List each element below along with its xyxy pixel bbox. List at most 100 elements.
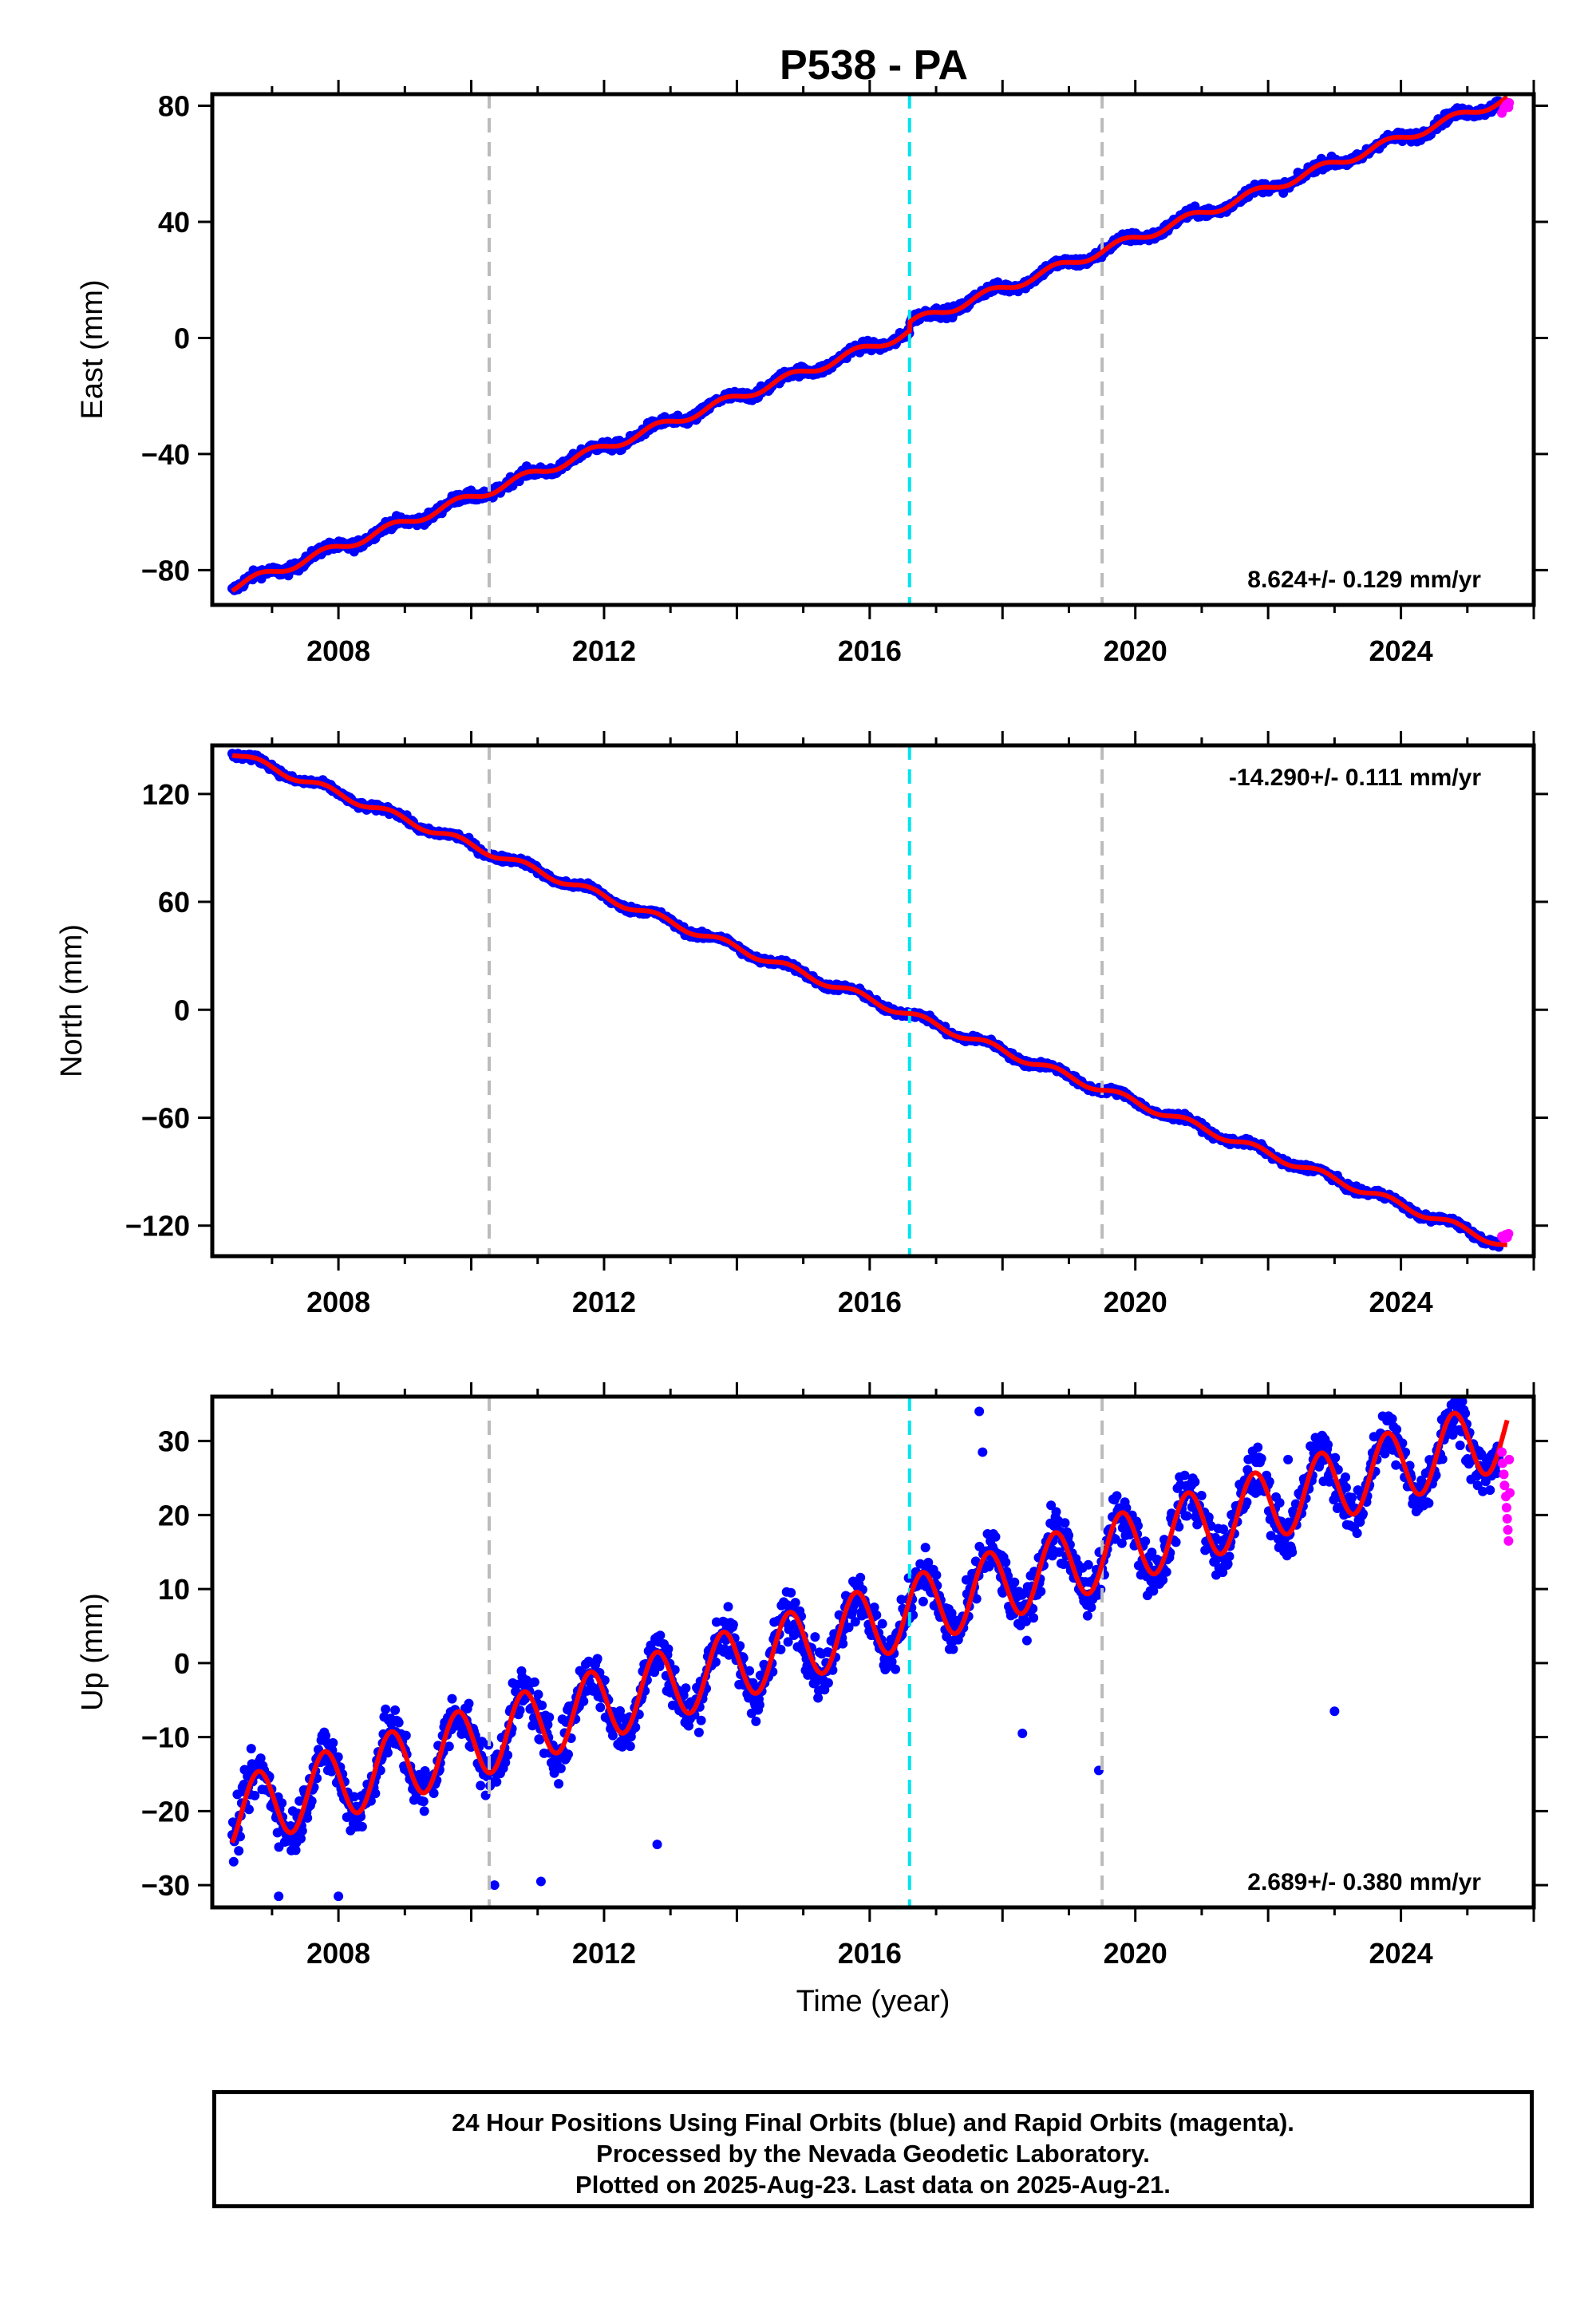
data-point — [250, 1790, 260, 1800]
data-point — [476, 1780, 486, 1791]
data-point — [444, 1741, 454, 1752]
data-point — [678, 1690, 689, 1701]
data-point — [255, 1753, 266, 1764]
data-point — [306, 1796, 317, 1806]
model-fit-line — [231, 753, 1507, 1247]
data-point — [554, 1779, 564, 1789]
data-point — [393, 1717, 404, 1728]
data-point — [681, 1683, 691, 1694]
data-point — [503, 1750, 513, 1761]
data-point — [555, 1763, 566, 1773]
data-point — [1021, 1635, 1032, 1646]
y-tick-label: −120 — [125, 1210, 190, 1243]
data-point — [735, 1641, 745, 1651]
plot-frame — [210, 92, 1536, 607]
data-point — [693, 1727, 704, 1737]
data-point — [381, 1704, 391, 1714]
data-point — [419, 1806, 429, 1816]
final-orbit-points — [227, 749, 1504, 1252]
data-point — [990, 1531, 1001, 1542]
y-tick-label: −60 — [141, 1101, 190, 1134]
data-point — [843, 1622, 854, 1633]
rapid-point — [1503, 1228, 1514, 1239]
page-title: P538 - PA — [779, 42, 969, 89]
x-tick-label: 2012 — [572, 1286, 636, 1318]
rapid-orbit-points — [1497, 97, 1515, 118]
data-point — [1060, 1518, 1070, 1528]
data-point — [333, 1752, 343, 1762]
data-point — [1051, 1507, 1061, 1517]
data-point — [607, 1730, 618, 1741]
y-tick-label: 0 — [174, 994, 190, 1026]
data-point — [537, 1700, 547, 1710]
data-point — [515, 1705, 525, 1716]
data-point — [920, 1543, 930, 1553]
data-point — [1112, 1491, 1122, 1501]
data-point — [563, 1749, 573, 1760]
data-point — [349, 1792, 359, 1802]
data-point — [663, 1644, 674, 1654]
rate-label: -14.290+/- 0.111 mm/yr — [1229, 765, 1481, 791]
data-point — [500, 1757, 511, 1768]
plot-frame — [210, 743, 1536, 1259]
data-point — [302, 1812, 313, 1823]
y-tick-label: 120 — [142, 778, 190, 811]
data-point — [357, 1821, 367, 1832]
data-point — [670, 1665, 680, 1675]
data-point — [1182, 1511, 1192, 1521]
x-tick-label: 2024 — [1369, 634, 1433, 667]
y-tick-label: −40 — [141, 438, 190, 471]
data-point — [931, 1570, 942, 1580]
data-point — [1036, 1587, 1046, 1597]
y-tick-label: 40 — [158, 206, 190, 239]
data-point — [401, 1730, 411, 1741]
y-tick-label: 0 — [174, 322, 190, 354]
data-point — [1161, 1567, 1171, 1577]
data-point — [235, 1832, 245, 1842]
x-tick-label: 2008 — [306, 634, 370, 667]
data-point — [776, 1644, 786, 1654]
data-point — [838, 1638, 848, 1649]
data-point — [370, 1788, 381, 1799]
y-tick-label: 80 — [158, 90, 190, 123]
x-tick-label: 2020 — [1104, 1286, 1167, 1318]
x-tick-label: 2016 — [838, 1286, 902, 1318]
x-tick-label: 2012 — [572, 634, 636, 667]
data-point — [948, 1644, 958, 1654]
data-point — [1083, 1559, 1093, 1570]
data-point — [228, 1856, 239, 1867]
data-point — [1082, 1611, 1092, 1621]
data-point — [328, 1737, 338, 1748]
data-point — [710, 1657, 721, 1667]
data-point — [877, 1618, 887, 1629]
data-point — [1171, 1537, 1181, 1547]
rapid-point — [1504, 97, 1515, 108]
data-point — [512, 1679, 522, 1690]
data-point — [420, 1766, 430, 1776]
data-point — [535, 1734, 545, 1745]
data-point — [790, 1598, 800, 1608]
rapid-orbit-points — [1497, 1228, 1514, 1243]
data-point — [1064, 1530, 1074, 1540]
data-point — [754, 1700, 764, 1710]
data-point — [447, 1694, 457, 1704]
data-point — [723, 1602, 733, 1612]
data-point — [745, 1666, 755, 1676]
data-point — [823, 1678, 833, 1688]
data-point — [1001, 1557, 1011, 1567]
model-fit-line — [231, 94, 1509, 593]
data-point — [850, 1617, 860, 1627]
data-point — [1086, 1603, 1096, 1612]
x-tick-label: 2024 — [1369, 1286, 1433, 1318]
data-point — [1196, 1491, 1207, 1500]
data-point — [1009, 1577, 1020, 1587]
data-point — [751, 1716, 761, 1726]
data-point — [296, 1833, 306, 1844]
data-point — [544, 1712, 555, 1722]
data-point — [891, 1664, 901, 1674]
y-tick-label: 60 — [158, 886, 190, 919]
